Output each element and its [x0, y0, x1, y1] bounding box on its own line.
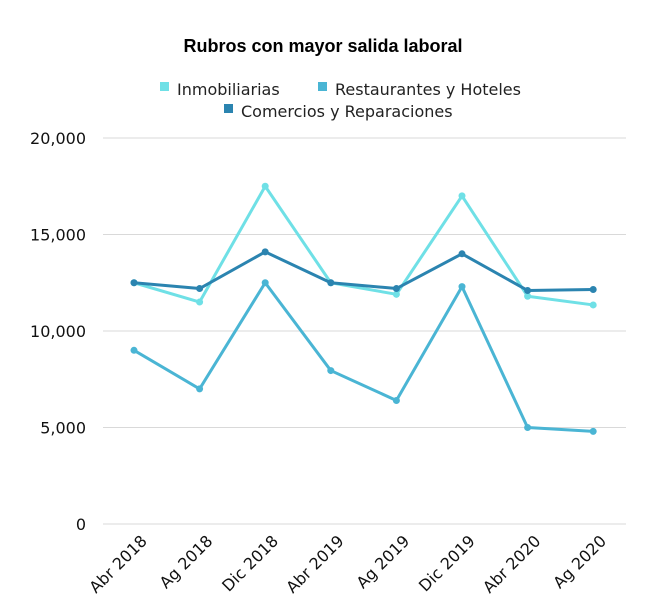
x-tick-label: Ag 2020	[549, 531, 610, 592]
legend-label: Comercios y Reparaciones	[241, 102, 453, 121]
x-tick-label: Abr 2019	[282, 531, 347, 596]
legend-swatch	[160, 82, 169, 91]
series-1	[130, 279, 597, 435]
data-point	[261, 279, 269, 287]
data-point	[327, 367, 335, 375]
data-point	[196, 298, 204, 306]
series-group	[130, 182, 597, 435]
y-tick-label: 5,000	[40, 419, 86, 438]
data-point	[327, 279, 335, 287]
legend-swatch	[224, 104, 233, 113]
legend-item: Restaurantes y Hoteles	[318, 80, 521, 99]
legend-swatch	[318, 82, 327, 91]
chart-title: Rubros con mayor salida laboral	[183, 36, 462, 56]
x-tick-label: Dic 2018	[218, 531, 282, 595]
x-axis: Abr 2018 Ag 2018 Dic 2018 Abr 2019 Ag 2019 Di…	[85, 531, 610, 596]
data-point	[589, 301, 597, 309]
gridlines	[103, 137, 626, 525]
data-point	[458, 283, 466, 291]
data-point	[392, 285, 400, 293]
series-2	[130, 248, 597, 294]
y-tick-label: 15,000	[30, 226, 86, 245]
x-tick-label: Ag 2018	[156, 531, 217, 592]
legend-item: Inmobiliarias	[160, 80, 280, 99]
data-point	[130, 346, 138, 354]
data-point	[589, 286, 597, 294]
data-point	[458, 250, 466, 258]
data-point	[524, 286, 532, 294]
x-tick-label: Abr 2018	[85, 531, 150, 596]
y-axis: 0 5,000 10,000 15,000 20,000	[30, 129, 86, 534]
data-point	[524, 292, 532, 300]
legend-label: Inmobiliarias	[177, 80, 280, 99]
legend: Inmobiliarias Restaurantes y Hoteles Comer…	[160, 80, 521, 121]
y-tick-label: 20,000	[30, 129, 86, 148]
data-point	[524, 424, 532, 431]
data-point	[458, 192, 466, 200]
legend-item: Comercios y Reparaciones	[224, 102, 453, 121]
x-tick-label: Abr 2020	[479, 531, 544, 596]
y-tick-label: 10,000	[30, 322, 86, 341]
data-point	[392, 396, 400, 404]
data-point	[196, 285, 204, 293]
series-line	[133, 250, 594, 292]
data-point	[261, 248, 269, 256]
data-point	[196, 385, 204, 393]
data-point	[589, 427, 597, 435]
series-line	[133, 281, 594, 433]
x-tick-label: Ag 2019	[352, 531, 413, 592]
data-point	[392, 290, 400, 298]
legend-label: Restaurantes y Hoteles	[335, 80, 521, 99]
x-tick-label: Dic 2019	[415, 531, 479, 595]
data-point	[261, 182, 269, 190]
data-point	[130, 279, 138, 287]
y-tick-label: 0	[76, 515, 86, 534]
